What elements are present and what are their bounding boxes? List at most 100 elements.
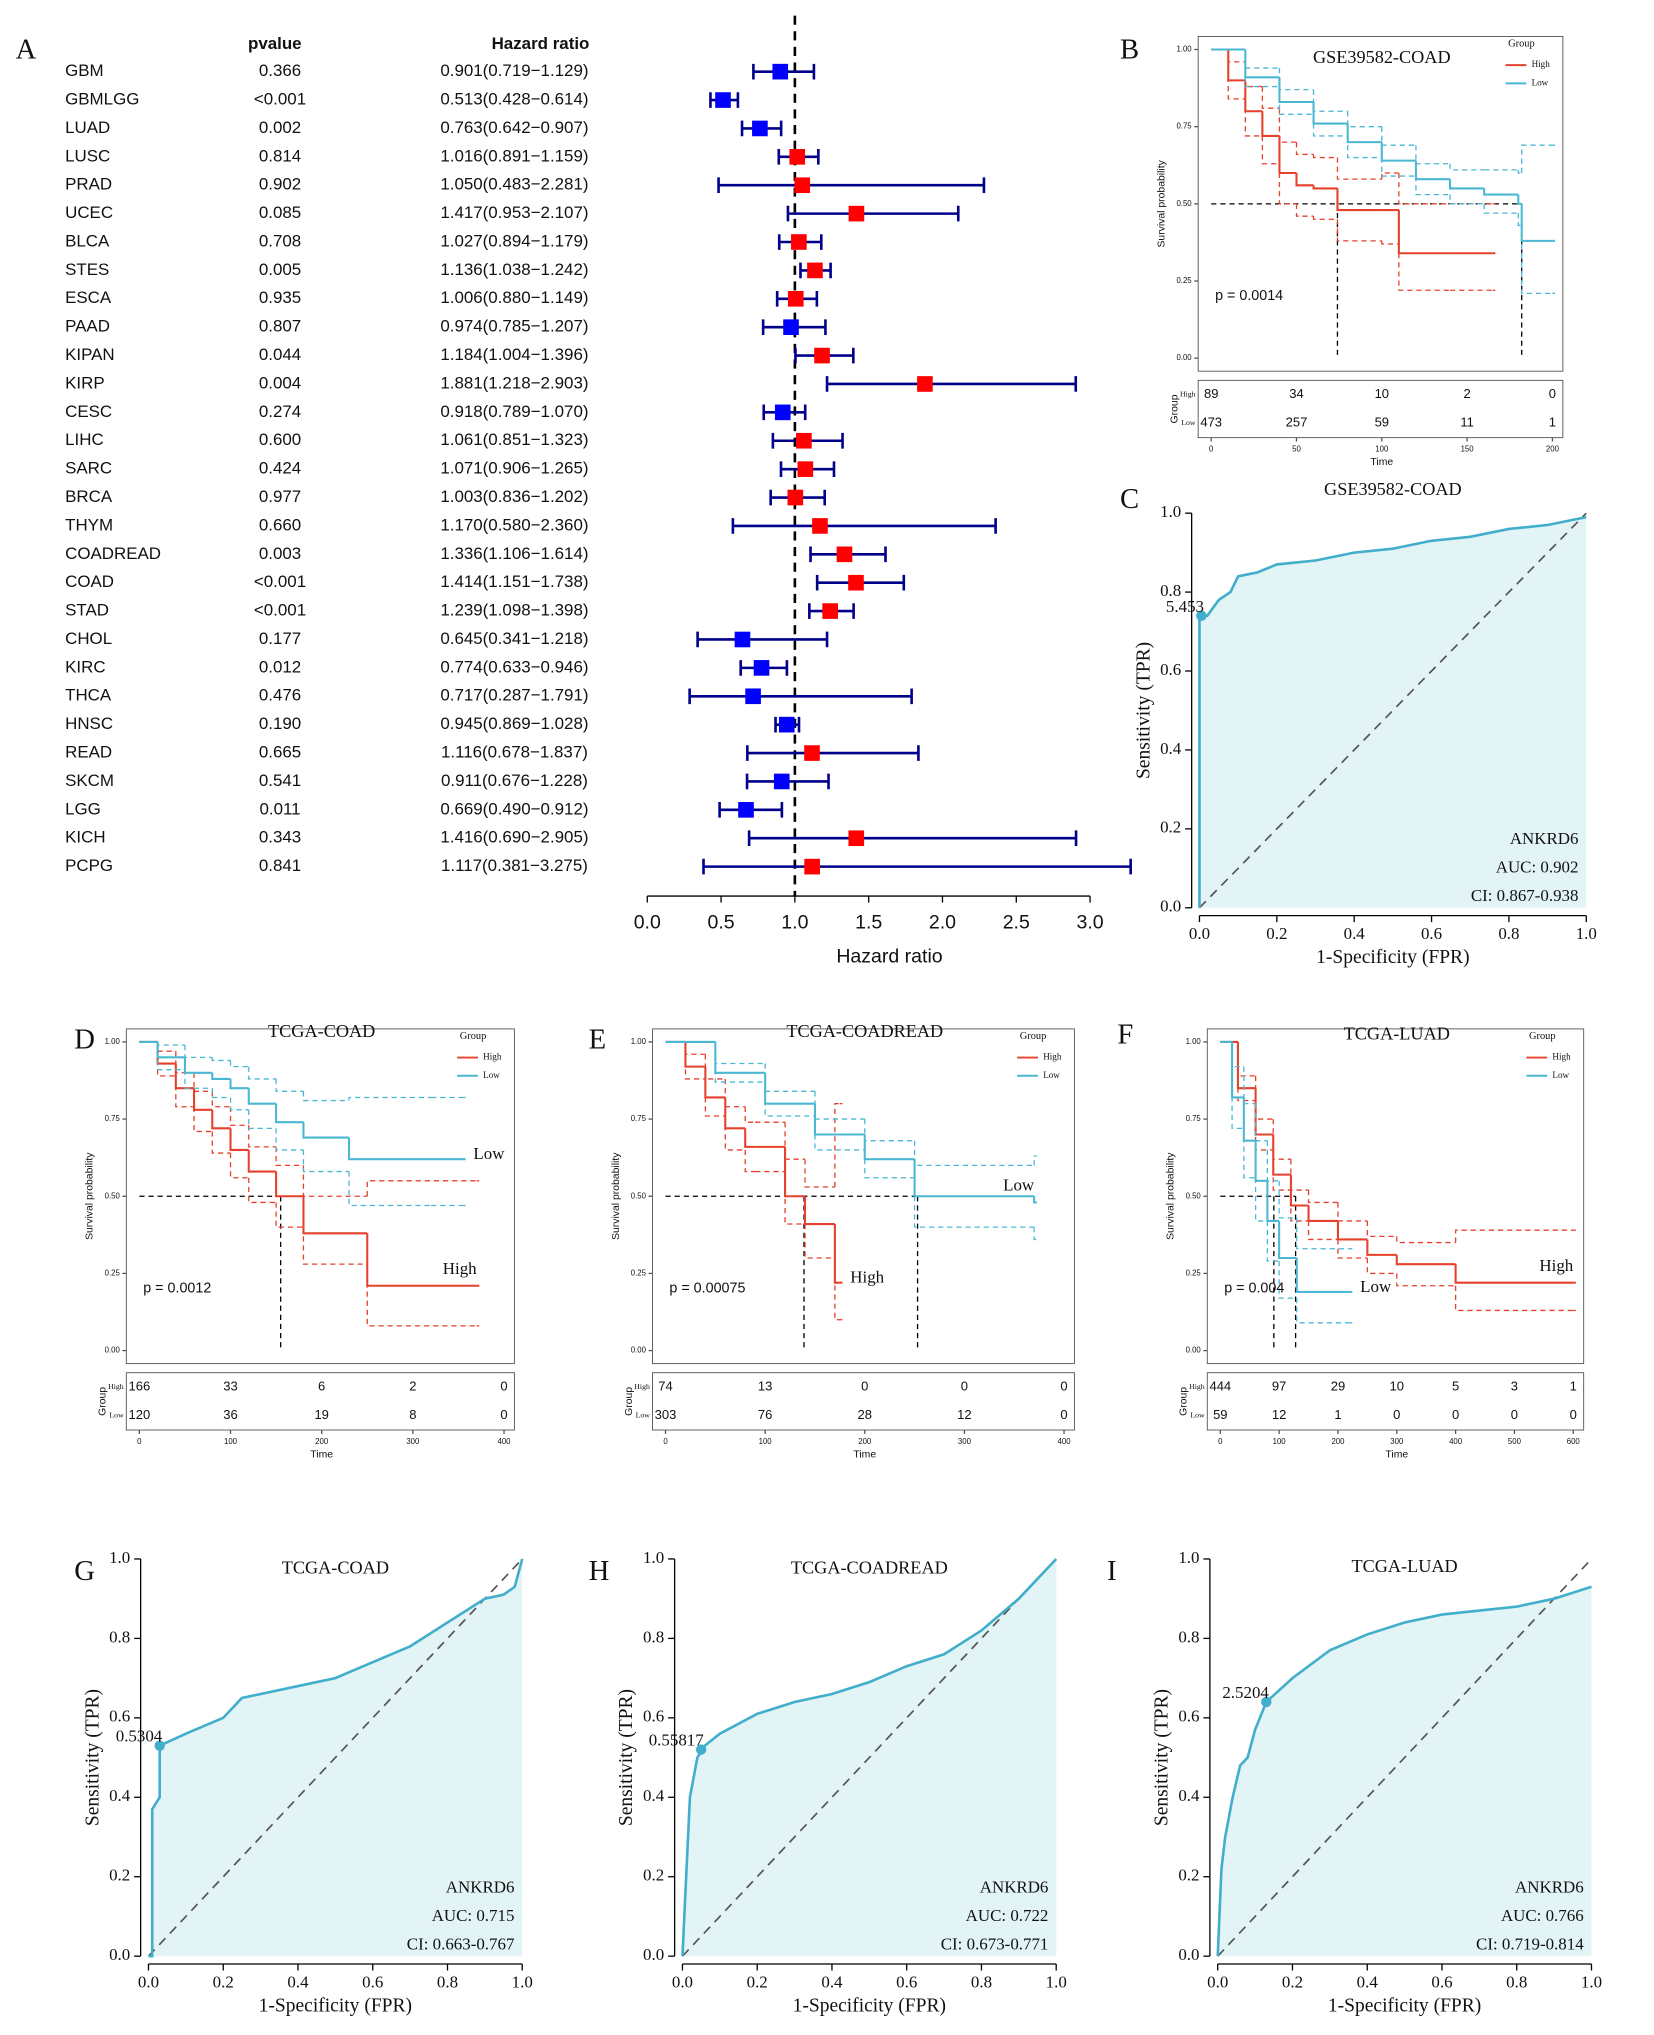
pvalue: 0.977 <box>259 487 301 506</box>
ci-lower <box>1396 1273 1456 1287</box>
x-tick-label: 300 <box>406 1437 420 1446</box>
x-axis-label: Hazard ratio <box>836 945 942 967</box>
hazard-ratio-label: 1.116(0.678−1.837) <box>441 743 588 762</box>
survival-step <box>1254 1088 1274 1136</box>
y-tick-label: 1.0 <box>1178 1548 1199 1567</box>
risk-count: 0 <box>1393 1407 1400 1422</box>
x-tick-label: 50 <box>1292 444 1301 453</box>
x-axis-label: 1-Specificity (FPR) <box>259 1995 412 2016</box>
chart-title: TCGA-LUAD <box>1351 1556 1457 1576</box>
pvalue: 0.708 <box>259 231 301 250</box>
row-label: CESC <box>65 402 112 421</box>
y-tick-label: 0.8 <box>1178 1627 1199 1646</box>
survival-step <box>1312 185 1338 190</box>
roc-curve <box>681 1558 1058 1957</box>
survival-step <box>302 1122 350 1139</box>
ci-upper <box>1296 1217 1350 1250</box>
legend-label: Low <box>1043 1070 1060 1080</box>
risk-count: 19 <box>314 1407 328 1422</box>
survival-step <box>275 1171 304 1198</box>
auc-note: CI: 0.867-0.938 <box>1471 886 1579 905</box>
legend-title: Group <box>1508 39 1535 50</box>
x-tick-label: 150 <box>1461 444 1475 453</box>
y-tick-label: 0.0 <box>109 1945 130 1964</box>
pvalue: 0.044 <box>259 345 301 364</box>
ci-upper <box>1278 68 1314 91</box>
legend-label: High <box>1532 59 1551 69</box>
x-tick-label: 1.5 <box>855 912 882 934</box>
hazard-ratio-point <box>804 745 820 761</box>
y-tick-label: 0.6 <box>643 1707 664 1726</box>
pvalue: 0.600 <box>259 430 301 449</box>
ci-lower <box>193 1106 213 1133</box>
x-tick-label: 0 <box>1218 1437 1223 1446</box>
ci-lower <box>1312 114 1348 137</box>
survival-step <box>863 1134 915 1161</box>
y-tick-label: 0.50 <box>631 1191 647 1200</box>
ci-upper <box>348 1096 432 1101</box>
ci-lower <box>1254 1100 1274 1151</box>
survival-step <box>1033 1196 1037 1204</box>
ci-upper <box>1231 1041 1244 1068</box>
x-tick-label: 0.8 <box>437 1972 458 1991</box>
ci-upper <box>1272 1119 1291 1160</box>
auc-note: ANKRD6 <box>446 1877 515 1896</box>
ci-lower <box>248 1177 277 1204</box>
risk-table-label: Group <box>624 1387 635 1416</box>
y-tick-label: 1.0 <box>1160 502 1181 521</box>
row-label: HNSC <box>65 714 113 733</box>
y-tick-label: 0.00 <box>1176 353 1192 362</box>
risk-count: 76 <box>758 1407 772 1422</box>
whisker <box>696 631 829 648</box>
ci-upper <box>275 1078 304 1092</box>
risk-count: 473 <box>1200 415 1222 430</box>
hazard-ratio-label: 0.918(0.789−1.070) <box>440 402 588 421</box>
ci-upper <box>1227 49 1246 63</box>
ci-upper <box>714 1041 766 1065</box>
survival-step <box>1295 1257 1350 1293</box>
survival-step <box>1449 179 1485 190</box>
y-tick-label: 0.00 <box>631 1346 647 1355</box>
row-label: COAD <box>65 572 114 591</box>
hazard-ratio-label: 0.763(0.642−0.907) <box>440 118 588 137</box>
y-tick-label: 1.00 <box>631 1037 647 1046</box>
risk-count: 10 <box>1375 386 1389 401</box>
ci-lower <box>744 1149 756 1173</box>
pvalue: 0.004 <box>259 373 301 392</box>
survival-step <box>1336 1220 1368 1241</box>
pvalue: 0.424 <box>259 459 301 478</box>
ci-lower <box>1381 157 1416 177</box>
ci-upper <box>302 1165 368 1197</box>
hazard-ratio-point <box>774 404 791 421</box>
ci-lower <box>1278 163 1297 205</box>
survival-step <box>211 1072 231 1081</box>
risk-count: 12 <box>957 1407 971 1422</box>
survival-step <box>347 1137 432 1161</box>
survival-step <box>784 1146 805 1198</box>
y-tick-label: 0.4 <box>1160 739 1182 758</box>
ci-upper <box>1454 1229 1574 1243</box>
row-label: KIRC <box>65 657 105 676</box>
x-tick-label: 0.6 <box>1421 924 1442 943</box>
risk-row-label: High <box>634 1382 650 1391</box>
row-label: SARC <box>65 459 112 478</box>
roc-area <box>1199 517 1587 908</box>
ci-lower <box>1347 135 1382 159</box>
row-label: LGG <box>65 799 101 818</box>
hazard-ratio-point <box>738 802 754 818</box>
curve-label: High <box>1539 1256 1573 1275</box>
row-label: BRCA <box>65 487 113 506</box>
x-tick-label: 0.6 <box>896 1972 917 1991</box>
auc-note: AUC: 0.766 <box>1501 1906 1584 1925</box>
plot-frame <box>1206 1028 1585 1365</box>
survival-step <box>764 1072 815 1105</box>
survival-step <box>1272 1134 1291 1176</box>
x-tick-label: 0.6 <box>362 1972 383 1991</box>
x-tick-label: 0.0 <box>634 912 661 934</box>
y-tick-label: 0.75 <box>631 1114 647 1123</box>
ci-lower <box>714 1041 766 1083</box>
ci-upper <box>211 1057 231 1062</box>
risk-frame <box>652 1372 1075 1431</box>
pvalue: <0.001 <box>254 90 306 109</box>
